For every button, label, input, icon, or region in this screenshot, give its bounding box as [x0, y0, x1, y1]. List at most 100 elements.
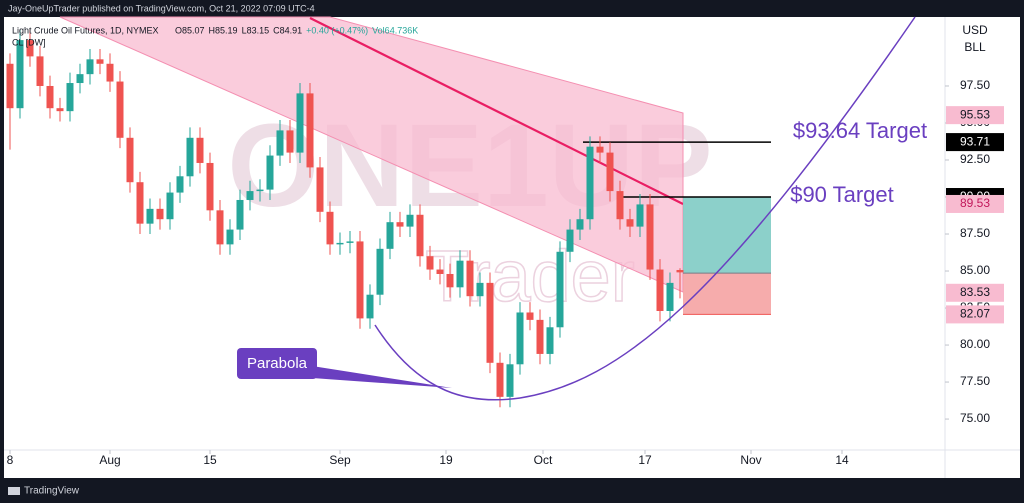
candle-body	[616, 191, 624, 220]
candle-body	[256, 189, 264, 192]
candle-body	[156, 208, 164, 220]
price-marker	[946, 106, 1004, 125]
candle-body	[66, 83, 74, 112]
legend: O85.07 H85.19 L83.15 C84.91 +0.40 (+0.47%) Vo…	[175, 25, 418, 35]
candle-body	[176, 176, 184, 193]
price-marker	[946, 194, 1004, 213]
candle-body	[376, 248, 384, 295]
candle-body	[86, 59, 94, 75]
candle-body	[526, 312, 534, 320]
candle-body	[316, 167, 324, 212]
candle-body	[506, 364, 514, 397]
symbol-name: Light Crude Oil Futures, 1D, NYMEX	[12, 25, 159, 35]
candle-body	[476, 282, 484, 297]
candle-body	[536, 319, 544, 354]
candle-body	[26, 40, 34, 57]
legend-item: +0.40 (+0.47%)	[306, 25, 368, 35]
y-tick-label: 92.50	[960, 152, 990, 166]
candle-body	[166, 192, 174, 220]
y-tick-label: 85.00	[960, 263, 990, 277]
candle-body	[666, 282, 674, 311]
candle-body	[96, 59, 104, 64]
x-tick-label: Oct	[534, 453, 553, 467]
price-marker-label: 93.71	[960, 134, 990, 148]
price-marker-label: 83.53	[960, 285, 990, 299]
price-marker	[946, 133, 1004, 152]
candle-body	[406, 214, 414, 227]
candle-body	[516, 312, 524, 365]
footer-brand: TradingView	[24, 486, 80, 497]
price-marker-label: 82.07	[960, 307, 990, 321]
candle-body	[6, 63, 14, 109]
candle-body	[236, 199, 244, 230]
candle-body	[336, 242, 344, 245]
footer-logo	[8, 487, 20, 495]
currency: USD	[962, 23, 988, 37]
candle-body	[606, 152, 614, 192]
candle-body	[186, 137, 194, 177]
candle-body	[576, 219, 584, 230]
parabola-label: Parabola	[247, 355, 308, 372]
x-tick-label: 8	[7, 453, 14, 467]
candle-body	[106, 63, 114, 82]
legend-item: C84.91	[273, 25, 302, 35]
candle-body	[36, 56, 44, 86]
axes: 75.0077.5080.0082.5085.0087.5090.0092.50…	[7, 78, 1004, 467]
candle-body	[46, 85, 54, 109]
price-channel	[59, 16, 684, 293]
y-tick-label: 80.00	[960, 337, 990, 351]
candle-body	[326, 211, 334, 245]
price-marker-label: 95.53	[960, 107, 990, 121]
candle-body	[16, 40, 24, 109]
candle-body	[196, 137, 204, 163]
candle-body	[296, 93, 304, 153]
x-tick-label: Aug	[99, 453, 120, 467]
candle-body	[386, 222, 394, 249]
y-tick-label: 97.50	[960, 78, 990, 92]
candle-body	[636, 204, 644, 227]
target-high-label: $93.64 Target	[793, 118, 927, 143]
candle-body	[346, 241, 354, 243]
candle-body	[306, 93, 314, 168]
x-tick-label: 14	[835, 453, 849, 467]
candle-body	[286, 130, 294, 153]
candle-body	[626, 219, 634, 227]
candle-body	[596, 146, 604, 153]
candle-body	[556, 251, 564, 328]
candle-body	[146, 208, 154, 224]
candle-body	[466, 260, 474, 297]
x-tick-label: Nov	[740, 453, 761, 467]
candle-body	[396, 222, 404, 227]
x-tick-label: 19	[439, 453, 453, 467]
y-tick-label: 75.00	[960, 411, 990, 425]
parabola-label-box	[237, 348, 317, 379]
indicator-name: CL [DW]	[12, 37, 46, 47]
price-marker	[946, 283, 1004, 302]
candle-body	[676, 269, 684, 273]
trend-line	[309, 17, 684, 205]
candle-body	[116, 81, 124, 138]
candle-body	[276, 130, 284, 156]
candle-body	[446, 273, 454, 288]
profit-zone	[683, 197, 771, 274]
candle-body	[436, 269, 444, 274]
candle-body	[586, 146, 594, 220]
candle-body	[266, 155, 274, 190]
candle-body	[656, 269, 664, 311]
candle-body	[416, 214, 424, 257]
candle-body	[246, 191, 254, 200]
target-low-label: $90 Target	[790, 182, 894, 207]
x-tick-label: 17	[638, 453, 652, 467]
parabola-curve	[374, 16, 916, 401]
candle-body	[566, 229, 574, 252]
y-tick-label: 87.50	[960, 226, 990, 240]
legend-item: O85.07	[175, 25, 205, 35]
price-marker-label: 89.53	[960, 196, 990, 210]
legend-item: H85.19	[209, 25, 238, 35]
unit: BLL	[964, 40, 986, 54]
candle-body	[426, 256, 434, 270]
price-marker	[946, 305, 1004, 324]
candle-body	[206, 162, 214, 211]
candle-body	[126, 137, 134, 183]
